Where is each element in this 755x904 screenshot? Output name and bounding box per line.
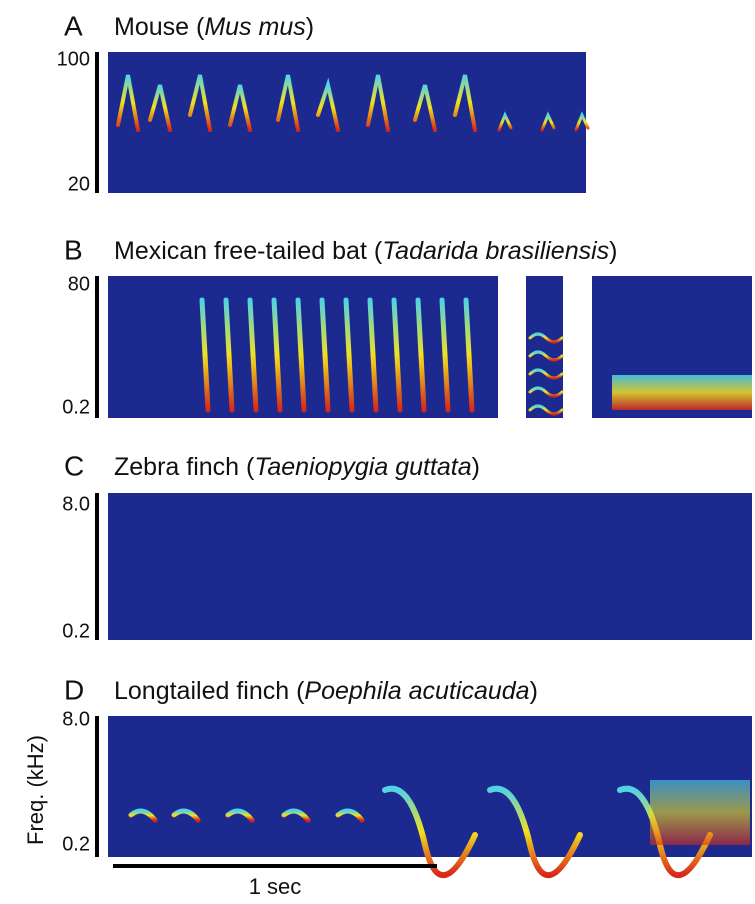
title-text: Longtailed finch (	[114, 677, 305, 705]
call-trace	[223, 297, 235, 413]
call-trace	[413, 84, 437, 132]
call-trace	[415, 297, 427, 413]
call-trace	[528, 332, 564, 344]
panel-letter: A	[64, 10, 83, 41]
call-band	[650, 780, 750, 845]
panel-title: Longtailed finch (Poephila acuticauda)	[114, 677, 538, 705]
call-trace	[128, 808, 158, 823]
species-name: Mus mus	[204, 13, 305, 41]
y-tick-label: 8.0	[62, 708, 90, 730]
call-trace	[382, 785, 478, 879]
title-text: )	[609, 237, 617, 265]
call-trace	[271, 297, 283, 413]
species-name: Poephila acuticauda	[304, 677, 529, 705]
panel-title: Mexican free-tailed bat (Tadarida brasil…	[114, 237, 618, 265]
call-trace	[295, 297, 307, 413]
y-tick-label: 0.2	[62, 833, 90, 855]
call-trace	[116, 74, 140, 132]
title-text: Zebra finch (	[114, 453, 255, 481]
y-tick-label: 0.2	[62, 396, 90, 418]
call-trace	[617, 785, 713, 879]
panel-title: Zebra finch (Taeniopygia guttata)	[114, 453, 480, 481]
title-text: )	[306, 13, 314, 41]
call-trace	[497, 111, 513, 132]
y-tick-label: 8.0	[62, 493, 90, 515]
call-trace	[487, 785, 583, 879]
call-trace	[199, 297, 211, 413]
y-axis-label: Freq. (kHz)	[23, 735, 48, 845]
panel-letter: C	[64, 450, 84, 481]
call-trace	[528, 350, 564, 362]
call-trace	[225, 808, 255, 823]
call-trace	[316, 77, 340, 132]
call-trace	[528, 368, 564, 380]
scale-bar-label: 1 sec	[249, 874, 302, 899]
call-trace	[319, 297, 331, 413]
call-trace	[343, 297, 355, 413]
y-tick-label: 0.2	[62, 620, 90, 642]
panel-letter: D	[64, 674, 84, 705]
call-trace	[171, 808, 201, 823]
call-trace	[228, 84, 252, 132]
title-text: Mouse (	[114, 13, 205, 41]
call-trace	[367, 297, 379, 413]
panel-letter: B	[64, 234, 83, 265]
call-trace	[148, 84, 172, 132]
y-tick-label: 100	[57, 48, 90, 70]
call-trace	[188, 74, 212, 132]
title-text: Mexican free-tailed bat (	[114, 237, 383, 265]
spectrogram	[108, 52, 586, 193]
call-trace	[574, 111, 590, 132]
call-band	[612, 375, 752, 410]
call-trace	[391, 297, 403, 413]
y-tick-label: 20	[68, 173, 90, 195]
title-text: )	[472, 453, 480, 481]
axes	[95, 52, 437, 868]
call-trace	[247, 297, 259, 413]
call-trace	[540, 111, 556, 132]
call-trace	[463, 297, 475, 413]
call-trace	[528, 404, 564, 416]
species-name: Tadarida brasiliensis	[382, 237, 609, 265]
y-tick-label: 80	[68, 273, 90, 295]
call-trace	[528, 386, 564, 398]
species-name: Taeniopygia guttata	[254, 453, 471, 481]
panel-title: Mouse (Mus mus)	[114, 13, 314, 41]
spectrogram	[108, 716, 752, 857]
spectrogram	[108, 493, 752, 640]
title-text: )	[530, 677, 538, 705]
call-trace	[335, 808, 365, 823]
call-trace	[281, 808, 311, 823]
call-trace	[439, 297, 451, 413]
call-trace	[453, 74, 477, 132]
call-trace	[276, 74, 300, 132]
call-trace	[366, 74, 390, 132]
spectrograms	[108, 52, 752, 879]
